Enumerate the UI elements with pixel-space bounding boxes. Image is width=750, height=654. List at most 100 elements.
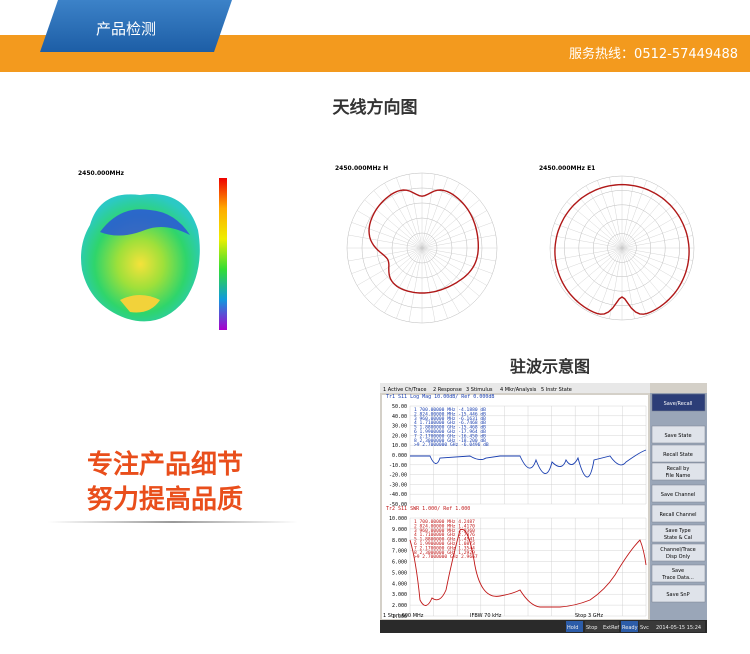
marker-row: 8 2.3000000 GHz 1.2929 — [414, 550, 475, 556]
pattern-3d: 2450.000MHz — [68, 145, 246, 335]
polar-spoke — [575, 192, 623, 249]
polar-spoke — [348, 247, 423, 262]
polar-spoke — [421, 210, 488, 249]
polar-spoke — [621, 185, 659, 249]
status-text: ExtRef — [603, 625, 619, 631]
status-cell — [621, 621, 638, 632]
polar-spoke — [421, 247, 471, 306]
polar-spoke — [609, 177, 623, 249]
status-cell — [602, 621, 619, 632]
polar-spoke — [421, 234, 496, 249]
header-tab — [40, 0, 232, 52]
polar-spoke — [621, 192, 669, 249]
status-text: Ready — [622, 625, 638, 631]
polar-spoke — [575, 247, 623, 304]
softkey-label: Save/Recall — [664, 401, 693, 407]
softkey — [651, 484, 706, 503]
polar-spoke — [597, 180, 623, 249]
polar-spoke — [364, 199, 423, 249]
status-text: Stop — [586, 625, 597, 631]
polar-spoke — [551, 247, 623, 261]
polar-spoke — [421, 222, 493, 249]
section-title: 驻波示意图 — [510, 357, 590, 376]
polar-spoke — [421, 247, 493, 274]
status-cell — [639, 621, 656, 632]
y-label: -20.00 — [389, 473, 407, 479]
polar-spoke — [421, 182, 460, 249]
y-label: -30.00 — [389, 482, 407, 488]
marker-row: 7 2.1700000 GHz -16.450 dB — [414, 433, 486, 439]
marker-row: 1 700.00000 MHz 4.2487 — [414, 519, 475, 525]
status-cell — [655, 621, 705, 632]
status-text: 1 Start 600 MHz — [383, 613, 424, 619]
polar-spoke — [621, 247, 678, 295]
polar-spoke — [554, 247, 623, 273]
vna-menu: 1 Active Ch/Trace — [383, 387, 426, 393]
polar-plot-e: 2450.000MHz E1 — [539, 165, 695, 321]
marker-row: 5 1.8800000 GHz -15.468 dB — [414, 425, 486, 431]
polar-spoke — [621, 247, 659, 311]
trace — [409, 528, 647, 608]
polar-spoke — [621, 247, 690, 273]
marker-row: 6 1.9900000 GHz 1.0873 — [414, 541, 475, 547]
polar-spoke — [609, 247, 623, 319]
polar-spoke — [421, 247, 488, 286]
y-label: 30.00 — [392, 424, 407, 430]
polar-spoke — [356, 210, 423, 249]
polar-spoke — [351, 247, 423, 274]
polar-spoke — [597, 247, 623, 316]
vna-menu: 3 Stimulus — [466, 387, 493, 393]
y-label: 1.000 — [392, 614, 407, 620]
polar-spoke — [621, 247, 685, 285]
marker-row: 8 2.3000000 GHz -18.200 dB — [414, 438, 486, 444]
hotline: 服务热线：0512-57449488 — [569, 46, 738, 62]
polar-spoke — [621, 247, 693, 261]
softkey-label: Save Type — [665, 528, 690, 534]
softkey — [651, 425, 706, 444]
y-label: 10.00 — [392, 443, 407, 449]
polar-spoke — [384, 182, 423, 249]
pattern-curve — [368, 189, 479, 294]
softkey-label: Recall by — [667, 466, 690, 472]
y-label: 10.000 — [389, 516, 407, 522]
polar-spoke — [566, 247, 623, 295]
softkey-label: Channel/Trace — [660, 547, 695, 553]
softkey — [651, 584, 706, 603]
softkey — [651, 462, 706, 481]
marker-row: 1 700.00000 MHz -4.1880 dB — [414, 407, 486, 413]
marker-row: 5 1.8800000 GHz 1.4541 — [414, 537, 475, 543]
polar-spoke — [621, 247, 635, 319]
polar-spoke — [421, 174, 436, 249]
y-label: 7.000 — [392, 549, 407, 555]
softkey-label: Save — [672, 568, 684, 574]
marker-row: 6 1.9900000 GHz -17.964 dB — [414, 429, 486, 435]
y-label: 5.000 — [392, 570, 407, 576]
polar-spoke — [396, 247, 423, 319]
softkey-label: Save SnP — [666, 592, 689, 598]
marker-row: 3 960.00000 MHz -6.1631 dB — [414, 416, 486, 422]
y-label: 4.000 — [392, 581, 407, 587]
y-label: 3.000 — [392, 592, 407, 598]
y-label: 40.00 — [392, 414, 407, 420]
polar-spoke — [421, 247, 460, 314]
polar-spoke — [396, 177, 423, 249]
status-text: 2014-05-15 15:24 — [656, 625, 701, 631]
marker-row: 3 960.00000 MHz 2.9360 — [414, 528, 475, 534]
y-label: 2.000 — [392, 603, 407, 609]
polar-spoke — [554, 223, 623, 249]
polar-spoke — [408, 174, 423, 249]
polar-spoke — [408, 247, 423, 322]
y-label: -40.00 — [389, 492, 407, 498]
vna-menu: 5 Instr State — [541, 387, 572, 393]
polar-spoke — [585, 185, 623, 249]
polar-spoke — [621, 247, 669, 304]
softkey — [651, 444, 706, 463]
status-cell — [585, 621, 602, 632]
divider — [48, 521, 298, 523]
softkey — [651, 524, 706, 543]
softkey — [651, 393, 706, 412]
polar-spoke — [621, 201, 678, 249]
y-label: -10.00 — [389, 463, 407, 469]
y-label: 20.00 — [392, 433, 407, 439]
